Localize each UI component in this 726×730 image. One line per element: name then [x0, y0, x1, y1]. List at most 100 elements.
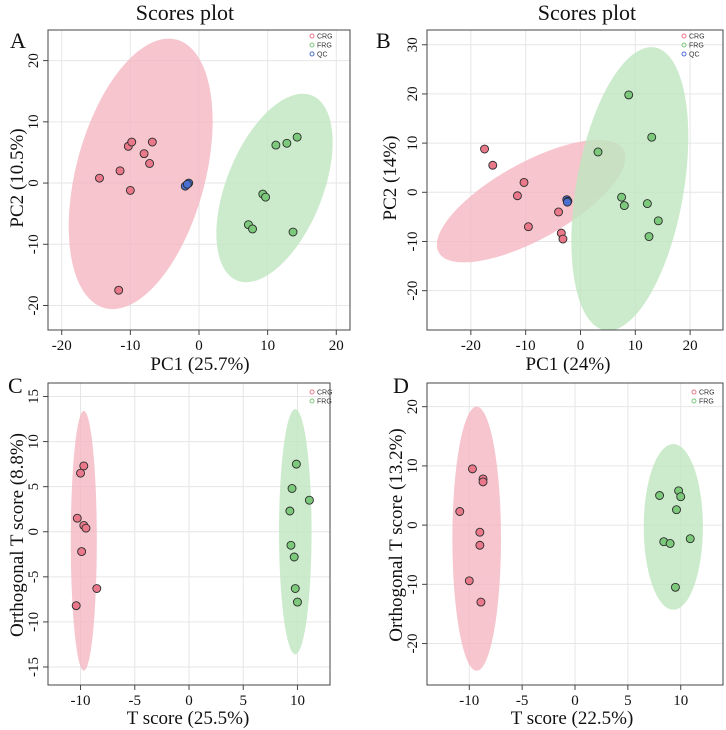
panel-d-point-crg — [475, 540, 485, 550]
panel-b-ellipse-frg — [571, 47, 689, 331]
panel-b-point-qc — [562, 197, 572, 207]
panel-b-point-crg — [512, 191, 522, 201]
panel-c-ytick-label: 0 — [26, 528, 42, 536]
panel-c-ylabel: Orthogonal T score (8.8%) — [7, 433, 28, 637]
panel-c-xtick-label: 5 — [239, 693, 247, 709]
panel-c-letter: C — [8, 373, 23, 398]
legend-label-crg: CRG — [317, 34, 333, 41]
legend-marker-qc — [309, 51, 315, 57]
panel-b-ylabel: PC2 (14%) — [380, 136, 401, 221]
panel-a-ytick-label: 10 — [26, 114, 42, 129]
legend-marker-frg — [309, 398, 315, 404]
panel-d-ellipse-crg — [452, 406, 501, 671]
legend-label-crg: CRG — [699, 390, 715, 397]
panel-d-ytick-label: -20 — [405, 634, 421, 654]
legend-marker-crg — [309, 33, 315, 39]
panel-a-ylabel: PC2 (10.5%) — [7, 128, 28, 227]
panel-d-point-frg — [672, 505, 681, 515]
panel-c-point-frg — [289, 552, 299, 562]
panel-c-point-crg — [77, 547, 87, 557]
panel-d-letter: D — [393, 373, 409, 398]
panel-c-ellipse-crg — [70, 410, 97, 671]
panel-d-plot: -10 -5 0 5 10 -20 -10 0 10 20 CRG FRG — [405, 382, 724, 709]
panel-c-xtick-label: -5 — [129, 693, 142, 709]
panel-c-point-frg — [290, 584, 300, 593]
panel-c-xtick-label: 10 — [290, 693, 305, 709]
panel-d-point-crg — [455, 507, 465, 516]
panel-d-point-crg — [478, 477, 488, 487]
legend-label-frg: FRG — [317, 43, 332, 50]
legend-label-qc: QC — [689, 52, 700, 59]
panel-b-xtick-label: 20 — [683, 338, 698, 354]
panel-b-point-frg — [593, 147, 603, 157]
panel-b-ytick-label: 20 — [405, 86, 421, 101]
panel-a-ytick-label: -20 — [26, 296, 42, 316]
panel-c-legend: CRG FRG — [309, 389, 333, 406]
panel-d-point-frg — [665, 539, 675, 548]
panel-b-ytick-label: 30 — [405, 37, 421, 52]
panel-b-point-crg — [480, 144, 490, 154]
panel-d-point-crg — [475, 527, 485, 537]
panel-a-plot: -20 -10 0 10 20 -20 -10 0 10 20 CRG FRG QC — [26, 29, 351, 354]
panel-a-point-frg — [292, 132, 302, 142]
panel-a-point-frg — [271, 140, 281, 150]
panel-d-ellipse-frg — [643, 443, 703, 610]
panel-d-ytick-label: 0 — [405, 521, 421, 529]
panel-d-point-frg — [655, 491, 665, 500]
panel-c-ytick-label: 15 — [26, 389, 42, 404]
panel-b-ellipse-crg — [436, 139, 626, 263]
panel-a-xlabel: PC1 (25.7%) — [150, 354, 249, 375]
panel-b-ytick-label: 0 — [405, 189, 421, 197]
panel-a-point-frg — [248, 224, 257, 234]
panel-a-letter: A — [10, 28, 26, 53]
panel-d-xtick-label: 10 — [673, 693, 688, 709]
panel-c-xlabel: T score (25.5%) — [127, 708, 250, 729]
panel-c-ytick-label: 10 — [26, 434, 42, 449]
legend-label-frg: FRG — [689, 43, 704, 50]
panel-c-point-frg — [291, 459, 301, 469]
panel-a-xtick-label: -10 — [120, 338, 140, 354]
panel-d-xtick-label: -10 — [459, 693, 479, 709]
panel-d-ytick-label: 20 — [405, 399, 421, 414]
panel-c-point-frg — [285, 506, 295, 516]
panel-d-xtick-label: 5 — [624, 693, 632, 709]
panel-b-letter: B — [376, 28, 391, 53]
panel-b-point-frg — [624, 90, 634, 100]
panel-a-point-crg — [114, 285, 124, 295]
panel-b-xtick-label: -10 — [516, 338, 536, 354]
panel-c-point-frg — [287, 484, 297, 493]
panel-b-point-crg — [488, 160, 498, 170]
panel-c-point-crg — [81, 523, 91, 533]
legend-label-qc: QC — [317, 52, 328, 59]
panel-b-plot: -20 -10 0 10 20 -20 -10 0 10 20 30 CRG FRG QC — [405, 29, 724, 354]
panel-d-point-crg — [464, 576, 474, 586]
panel-d-xtick-label: -5 — [516, 693, 529, 709]
panel-a-ellipse-frg — [216, 93, 333, 283]
panel-a-point-crg — [139, 149, 149, 159]
panel-a-point-crg — [125, 185, 135, 195]
panel-b-point-frg — [642, 199, 652, 209]
panel-c-ytick-label: -15 — [26, 657, 42, 677]
panel-a: Scores plot A PC1 (25.7%) PC2 (10.5%) -2… — [7, 0, 351, 375]
panel-a-xtick-label: -20 — [52, 338, 72, 354]
panel-b-xtick-label: 0 — [577, 338, 585, 354]
panel-a-title: Scores plot — [136, 0, 234, 25]
panel-d-point-frg — [670, 582, 680, 592]
legend-marker-crg — [691, 389, 697, 395]
panel-b: Scores plot B PC1 (24%) PC2 (14%) -20 -10… — [376, 0, 724, 375]
panel-b-frame — [426, 29, 724, 331]
panel-d-point-frg — [676, 492, 686, 502]
panel-d-point-frg — [685, 534, 695, 544]
panel-c-point-frg — [293, 597, 302, 607]
panel-a-point-crg — [145, 159, 155, 168]
panel-a-point-frg — [261, 192, 271, 202]
panel-a-point-frg — [282, 138, 292, 148]
panel-c-point-frg — [286, 540, 296, 550]
panel-a-ytick-label: 0 — [26, 179, 42, 187]
panel-c-xtick-label: 0 — [185, 693, 193, 709]
panel-a-point-frg — [288, 227, 298, 237]
legend-marker-frg — [681, 42, 687, 48]
panel-b-legend: CRG FRG QC — [681, 33, 705, 59]
panel-a-xtick-label: 10 — [260, 338, 275, 354]
panel-b-point-frg — [617, 192, 627, 202]
